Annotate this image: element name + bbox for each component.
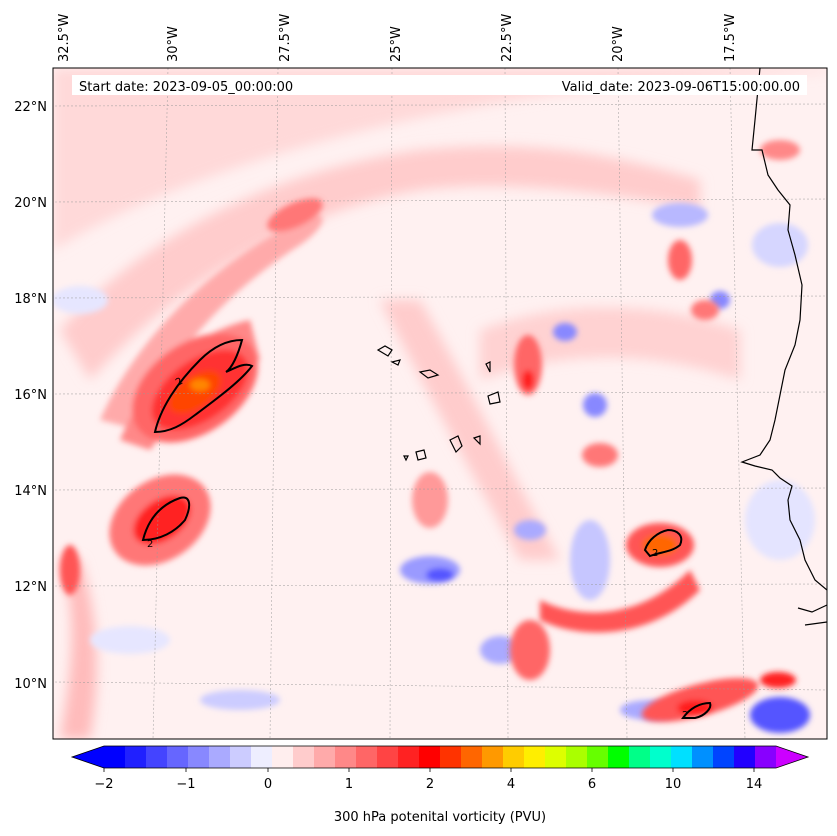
colorbar-tick-label: 2 bbox=[426, 777, 434, 792]
colorbar-cell bbox=[251, 746, 273, 768]
colorbar-tick-label: −2 bbox=[94, 777, 113, 792]
pv-2-contours bbox=[141, 338, 712, 719]
colorbar-cell bbox=[146, 746, 168, 768]
longitude-labels: 32.5°W 30°W 27.5°W 25°W 22.5°W 20°W 17.5… bbox=[57, 14, 738, 62]
lon-label: 22.5°W bbox=[500, 14, 515, 62]
contour-label: 2 bbox=[174, 376, 185, 389]
colorbar-cell bbox=[629, 746, 651, 768]
colorbar-tick-label: 14 bbox=[746, 777, 763, 792]
lat-label: 22°N bbox=[14, 100, 47, 115]
colorbar-cell bbox=[335, 746, 357, 768]
colorbar-tick-label: 0 bbox=[264, 777, 272, 792]
colorbar-cell bbox=[419, 746, 441, 768]
colorbar-cell bbox=[272, 746, 294, 768]
colorbar-cell bbox=[734, 746, 756, 768]
colorbar-label: 300 hPa potenital vorticity (PVU) bbox=[334, 810, 546, 825]
colorbar-cell bbox=[503, 746, 525, 768]
lat-label: 12°N bbox=[14, 580, 47, 595]
latitude-labels: 22°N 20°N 18°N 16°N 14°N 12°N 10°N bbox=[14, 100, 47, 692]
colorbar-cell bbox=[398, 746, 420, 768]
colorbar-cell bbox=[671, 746, 693, 768]
colorbar-cell bbox=[713, 746, 735, 768]
lon-label: 17.5°W bbox=[723, 14, 738, 62]
contour-labels: 2 2 2 2 bbox=[147, 376, 688, 721]
colorbar-over-arrow bbox=[776, 746, 808, 768]
colorbar-cell bbox=[650, 746, 672, 768]
colorbar-tick-label: 1 bbox=[345, 777, 353, 792]
lon-label: 27.5°W bbox=[278, 14, 293, 62]
lat-label: 14°N bbox=[14, 484, 47, 499]
colorbar: −2 −1 0 1 2 4 6 10 14 300 hPa potenital … bbox=[70, 745, 810, 825]
pv-field-light bbox=[53, 68, 827, 739]
colorbar-cell bbox=[230, 746, 252, 768]
colorbar-cell bbox=[356, 746, 378, 768]
colorbar-tick-labels: −2 −1 0 1 2 4 6 10 14 bbox=[94, 777, 762, 792]
valid-date-label: Valid_date: 2023-09-06T15:00:00.00 bbox=[562, 80, 800, 95]
colorbar-tick-label: 6 bbox=[588, 777, 596, 792]
colorbar-ticks bbox=[103, 768, 755, 772]
colorbar-cell bbox=[524, 746, 546, 768]
colorbar-cell bbox=[482, 746, 504, 768]
contour-label: 2 bbox=[147, 539, 153, 550]
lon-label: 25°W bbox=[389, 26, 404, 62]
map-frame bbox=[52, 67, 828, 740]
start-date-label: Start date: 2023-09-05_00:00:00 bbox=[79, 80, 293, 95]
colorbar-cell bbox=[314, 746, 336, 768]
lat-label: 16°N bbox=[14, 388, 47, 403]
colorbar-cell bbox=[608, 746, 630, 768]
colorbar-cell bbox=[692, 746, 714, 768]
coastline bbox=[376, 68, 827, 626]
colorbar-under-arrow bbox=[72, 746, 104, 768]
colorbar-cell bbox=[167, 746, 189, 768]
lat-label: 18°N bbox=[14, 292, 47, 307]
lon-label: 32.5°W bbox=[57, 14, 72, 62]
colorbar-cell bbox=[440, 746, 462, 768]
colorbar-cell bbox=[377, 746, 399, 768]
colorbar-tick-label: 10 bbox=[665, 777, 682, 792]
colorbar-tick-label: 4 bbox=[507, 777, 515, 792]
header-band bbox=[72, 75, 807, 95]
lat-label: 20°N bbox=[14, 196, 47, 211]
colorbar-cell bbox=[293, 746, 315, 768]
contour-label: 2 bbox=[682, 710, 688, 721]
colorbar-cell bbox=[188, 746, 210, 768]
colorbar-cell bbox=[587, 746, 609, 768]
contour-label: 2 bbox=[652, 548, 658, 559]
colorbar-cell bbox=[755, 746, 777, 768]
colorbar-cell bbox=[104, 746, 126, 768]
lon-label: 20°W bbox=[611, 26, 626, 62]
lon-label: 30°W bbox=[166, 26, 181, 62]
graticule bbox=[54, 68, 827, 739]
colorbar-tick-label: −1 bbox=[176, 777, 195, 792]
colorbar-cell bbox=[545, 746, 567, 768]
colorbar-cell bbox=[566, 746, 588, 768]
pv-field-positive bbox=[60, 140, 800, 722]
map-panel: 2 2 2 2 Start date: 2023-09-05_00:00:00 … bbox=[53, 68, 827, 739]
colorbar-cell bbox=[209, 746, 231, 768]
colorbar-cell bbox=[461, 746, 483, 768]
lat-label: 10°N bbox=[14, 677, 47, 692]
colorbar-cells bbox=[104, 746, 777, 768]
colorbar-cell bbox=[125, 746, 147, 768]
